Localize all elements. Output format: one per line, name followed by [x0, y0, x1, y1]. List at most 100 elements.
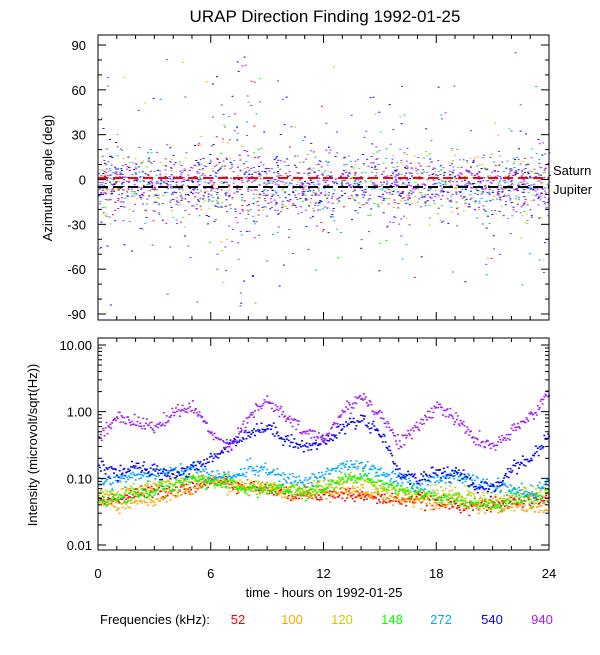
scatter-point	[241, 146, 243, 147]
series-point	[459, 505, 461, 507]
series-point	[517, 492, 519, 494]
scatter-point	[323, 180, 325, 181]
series-point	[451, 497, 453, 499]
scatter-point	[427, 179, 429, 180]
series-point	[407, 499, 409, 501]
scatter-point	[531, 157, 533, 158]
series-point	[484, 512, 486, 514]
scatter-point	[450, 180, 452, 181]
series-point	[480, 502, 482, 504]
series-point	[182, 486, 184, 488]
series-point	[321, 472, 323, 474]
scatter-point	[454, 187, 456, 188]
scatter-point	[166, 144, 168, 145]
series-point	[526, 491, 528, 493]
series-point	[343, 426, 345, 428]
series-point	[142, 488, 144, 490]
series-point	[379, 501, 381, 503]
series-point	[264, 463, 266, 465]
scatter-point	[463, 197, 465, 198]
series-point	[124, 495, 126, 497]
series-point	[424, 488, 426, 490]
series-point	[288, 440, 290, 442]
scatter-point	[320, 222, 322, 223]
series-point	[257, 471, 259, 473]
series-point	[256, 423, 258, 425]
scatter-point	[464, 180, 466, 181]
scatter-point	[321, 106, 323, 107]
scatter-point	[256, 190, 258, 191]
scatter-point	[299, 180, 301, 181]
scatter-point	[230, 204, 232, 205]
scatter-point	[440, 191, 442, 192]
scatter-point	[406, 154, 408, 155]
series-point	[345, 464, 347, 466]
series-point	[362, 484, 364, 486]
scatter-point	[370, 97, 372, 98]
series-point	[275, 492, 277, 494]
scatter-point	[343, 164, 345, 165]
scatter-point	[240, 293, 242, 294]
scatter-point	[186, 180, 188, 181]
series-point	[303, 487, 305, 489]
scatter-point	[239, 155, 241, 156]
scatter-point	[517, 173, 519, 174]
series-point	[112, 468, 114, 470]
series-point	[545, 495, 547, 497]
scatter-point	[470, 166, 472, 167]
series-point	[441, 480, 443, 482]
series-point	[200, 471, 202, 473]
series-point	[445, 505, 447, 507]
series-point	[134, 491, 136, 493]
scatter-point	[421, 256, 423, 257]
series-point	[147, 496, 149, 498]
series-point	[105, 490, 107, 492]
series-point	[182, 474, 184, 476]
series-point	[226, 486, 228, 488]
series-point	[119, 480, 121, 482]
scatter-point	[510, 184, 512, 185]
scatter-point	[221, 202, 223, 203]
series-point	[318, 485, 320, 487]
series-point	[394, 473, 396, 475]
series-point	[530, 495, 532, 497]
scatter-point	[527, 204, 529, 205]
scatter-point	[389, 104, 391, 105]
series-point	[380, 467, 382, 469]
scatter-point	[323, 229, 325, 230]
series-point	[449, 490, 451, 492]
series-point	[239, 439, 241, 441]
scatter-point	[470, 199, 472, 200]
series-point	[309, 487, 311, 489]
series-point	[360, 493, 362, 495]
series-point	[241, 440, 243, 442]
series-point	[309, 495, 311, 497]
scatter-point	[408, 195, 410, 196]
scatter-point	[154, 187, 156, 188]
scatter-point	[522, 205, 524, 206]
scatter-point	[499, 211, 501, 212]
series-point	[226, 473, 228, 475]
series-point	[440, 486, 442, 488]
scatter-point	[102, 173, 104, 174]
series-point	[381, 491, 383, 493]
scatter-point	[179, 204, 181, 205]
series-point	[366, 499, 368, 501]
scatter-point	[523, 181, 525, 182]
scatter-point	[123, 158, 125, 159]
scatter-point	[208, 216, 210, 217]
scatter-point	[452, 181, 454, 182]
series-point	[499, 503, 501, 505]
scatter-point	[103, 160, 105, 161]
scatter-point	[251, 176, 253, 177]
scatter-point	[407, 167, 409, 168]
scatter-point	[494, 123, 496, 124]
scatter-point	[355, 210, 357, 211]
scatter-point	[382, 189, 384, 190]
series-point	[102, 502, 104, 504]
series-point	[107, 504, 109, 506]
series-point	[107, 501, 109, 503]
series-point	[447, 499, 449, 501]
scatter-point	[146, 217, 148, 218]
series-point	[316, 483, 318, 485]
